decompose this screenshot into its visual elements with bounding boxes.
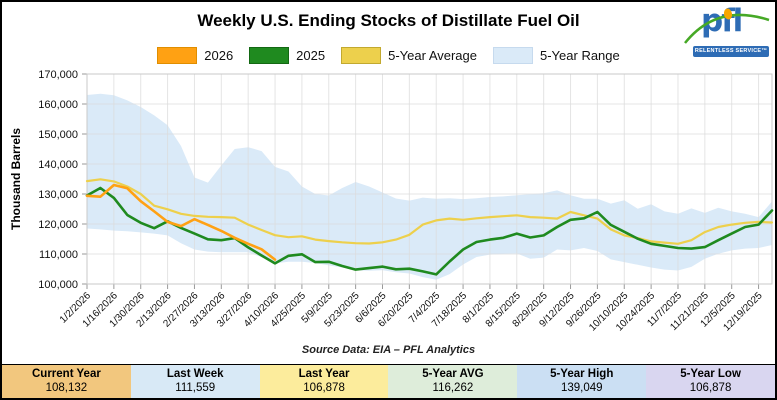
series-line-2025 (85, 186, 774, 276)
legend: 2026 2025 5-Year Average 5-Year Range (2, 47, 775, 64)
y-tick-label: 150,000 (38, 129, 78, 141)
legend-item-5-year-range: 5-Year Range (493, 47, 620, 64)
logo-banner: RELENTLESS SERVICE™ (693, 46, 769, 57)
logo-dot-icon (723, 8, 733, 20)
stat-label-5-year-low: 5-Year Low (680, 368, 741, 380)
series-line-5-year-average (85, 178, 774, 245)
y-tick-label: 110,000 (39, 249, 78, 261)
source-note: Source Data: EIA – PFL Analytics (301, 344, 476, 356)
five-year-range-band (87, 93, 772, 280)
legend-swatch-5-year-average (341, 47, 382, 64)
legend-label-5-year-average: 5-Year Average (388, 48, 477, 63)
stat-value-last-week: 111,559 (175, 382, 216, 394)
stat-label-current-year: Current Year (32, 368, 101, 380)
chart-svg: 170,000 160,000 150,000 140,000 130,000 120,0… (38, 69, 774, 334)
series-line-2026 (85, 183, 277, 261)
y-tick-label: 120,000 (38, 219, 78, 231)
stat-value-current-year: 108,132 (45, 382, 88, 394)
y-tick-label: 100,000 (38, 279, 78, 291)
stat-label-5-year-high: 5-Year High (550, 368, 614, 380)
logo-text: pfl (701, 3, 743, 39)
y-tick-label: 160,000 (38, 99, 78, 111)
stat-label-last-week: Last Week (166, 368, 224, 380)
plot-border (86, 73, 773, 285)
stat-cell-5-year-avg: 5-Year AVG 116,262 (388, 365, 518, 398)
stat-cell-last-week: Last Week 111,559 (130, 365, 260, 398)
logo-swoosh-icon (684, 13, 770, 44)
logo-decoration (684, 8, 770, 44)
legend-swatch-2025 (249, 47, 290, 64)
legend-item-2025: 2025 (249, 47, 325, 64)
y-tick-label: 170,000 (38, 69, 78, 81)
stat-cell-last-year: Last Year 106,878 (259, 365, 389, 398)
chart-title: Weekly U.S. Ending Stocks of Distillate … (197, 11, 580, 30)
stats-bar: Current Year 108,132 Last Week 111,559 Last … (2, 364, 775, 398)
legend-swatch-2026 (157, 47, 198, 64)
y-tick-label: 130,000 (38, 189, 78, 201)
legend-label-2025: 2025 (296, 48, 326, 63)
y-tick-label: 140,000 (38, 159, 78, 171)
legend-label-2026: 2026 (204, 48, 234, 63)
legend-item-5-year-average: 5-Year Average (341, 47, 477, 64)
stat-value-5-year-high: 139,049 (560, 382, 603, 394)
stat-value-last-year: 106,878 (303, 382, 345, 394)
stat-cell-current-year: Current Year 108,132 (2, 365, 131, 398)
stat-cell-5-year-low: 5-Year Low 106,878 (646, 365, 775, 398)
legend-label-5-year-range: 5-Year Range (540, 48, 620, 63)
legend-swatch-5-year-range (493, 47, 533, 64)
legend-item-2026: 2026 (157, 47, 233, 64)
stat-label-last-year: Last Year (298, 368, 350, 380)
pfl-logo: pfl RELENTLESS SERVICE™ (683, 3, 771, 58)
stat-cell-5-year-high: 5-Year High 139,049 (517, 365, 647, 398)
stat-value-5-year-avg: 116,262 (432, 382, 474, 394)
stat-label-5-year-avg: 5-Year AVG (422, 368, 484, 380)
stat-value-5-year-low: 106,878 (689, 382, 732, 394)
